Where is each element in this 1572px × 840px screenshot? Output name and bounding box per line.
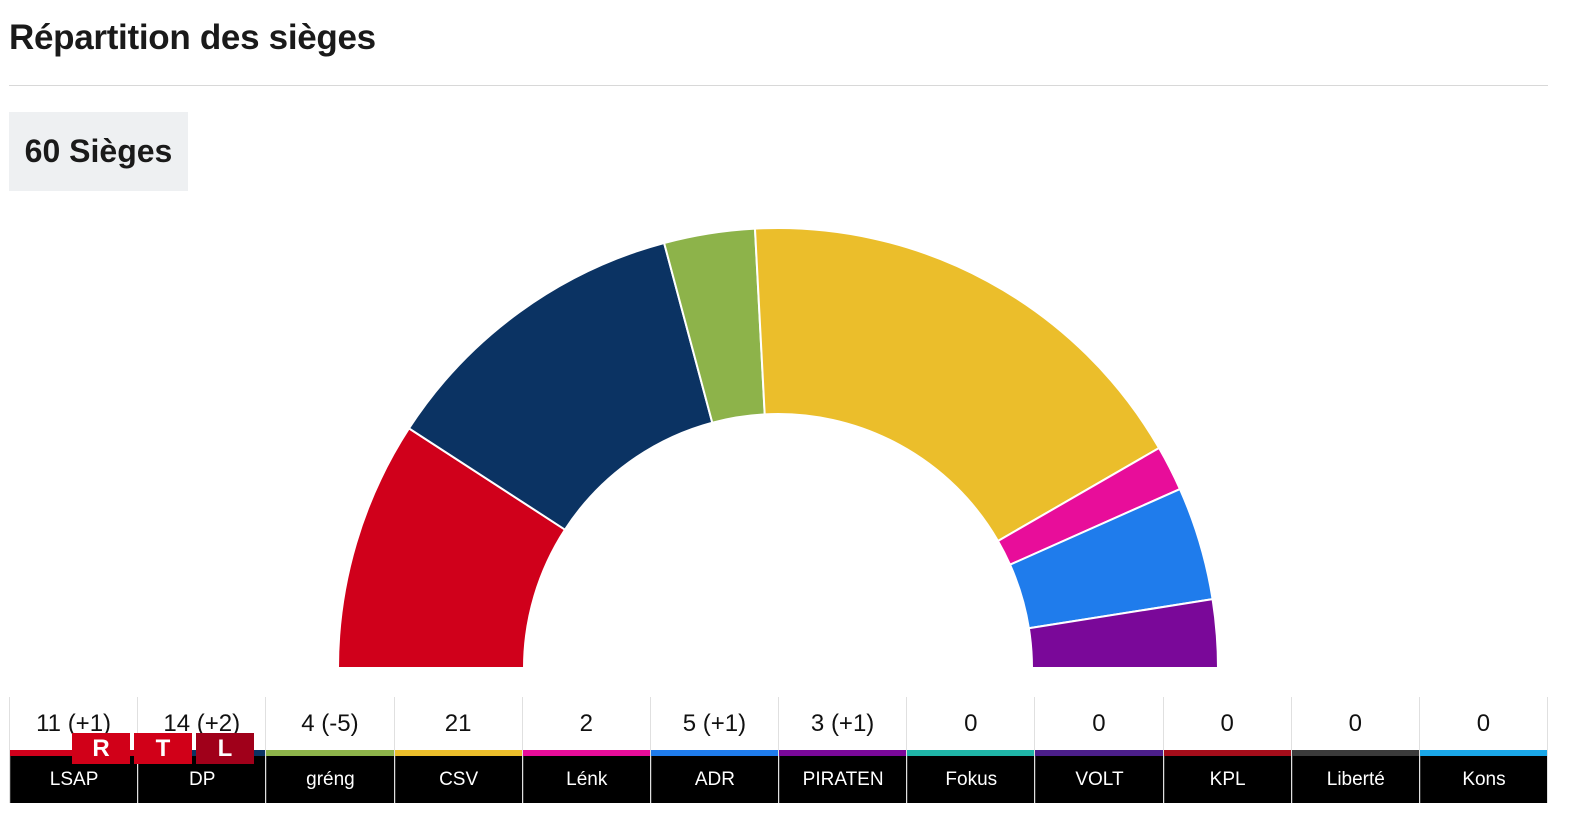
party-seat-count: 0	[907, 697, 1035, 750]
party-column-lénk: 2 Lénk	[521, 697, 650, 803]
party-name: Liberté	[1291, 756, 1419, 803]
party-column-csv: 21 CSV	[393, 697, 522, 803]
party-seat-count: 0	[1419, 697, 1548, 750]
party-color-bar	[779, 750, 907, 756]
party-column-kpl: 0 KPL	[1162, 697, 1291, 803]
party-seat-count: 0	[1291, 697, 1419, 750]
party-seat-count: 2	[522, 697, 650, 750]
party-color-bar	[522, 750, 650, 756]
party-column-adr: 5 (+1) ADR	[649, 697, 779, 803]
party-color-bar	[266, 750, 394, 756]
party-column-volt: 0 VOLT	[1034, 697, 1163, 803]
party-seat-count: 4 (-5)	[266, 697, 394, 750]
rtl-logo: R T L	[72, 733, 254, 764]
party-name: PIRATEN	[779, 756, 907, 803]
party-name: Fokus	[907, 756, 1035, 803]
hemicycle-slice-csv	[753, 227, 1161, 543]
party-color-bar	[650, 750, 779, 756]
party-color-bar	[1035, 750, 1163, 756]
rtl-logo-r: R	[72, 733, 130, 764]
party-color-bar	[1163, 750, 1291, 756]
party-name: VOLT	[1035, 756, 1163, 803]
page-title: Répartition des sièges	[9, 18, 376, 57]
party-seat-count: 0	[1035, 697, 1163, 750]
party-color-bar	[907, 750, 1035, 756]
party-color-bar	[394, 750, 522, 756]
party-column-piraten: 3 (+1) PIRATEN	[778, 697, 907, 803]
party-column-gréng: 4 (-5) gréng	[265, 697, 394, 803]
party-column-fokus: 0 Fokus	[906, 697, 1035, 803]
rtl-logo-t: T	[134, 733, 192, 764]
party-column-liberté: 0 Liberté	[1290, 697, 1419, 803]
hemicycle-slice-piraten	[1027, 598, 1220, 669]
title-divider	[9, 85, 1548, 86]
total-seats-badge: 60 Sièges	[9, 112, 188, 191]
party-name: ADR	[650, 756, 779, 803]
party-name: Lénk	[522, 756, 650, 803]
party-name: Kons	[1419, 756, 1548, 803]
rtl-logo-l: L	[196, 733, 254, 764]
party-color-bar	[1419, 750, 1548, 756]
party-color-bar	[1291, 750, 1419, 756]
party-seat-count: 3 (+1)	[779, 697, 907, 750]
party-name: CSV	[394, 756, 522, 803]
party-column-kons: 0 Kons	[1418, 697, 1549, 803]
party-seat-count: 21	[394, 697, 522, 750]
party-seats-table: 11 (+1) LSAP 14 (+2) DP 4 (-5) gréng 21 CSV 2 Lén…	[9, 697, 1549, 803]
party-seat-count: 5 (+1)	[650, 697, 779, 750]
party-seat-count: 0	[1163, 697, 1291, 750]
hemicycle-chart	[336, 227, 1220, 669]
party-name: KPL	[1163, 756, 1291, 803]
party-name: gréng	[266, 756, 394, 803]
